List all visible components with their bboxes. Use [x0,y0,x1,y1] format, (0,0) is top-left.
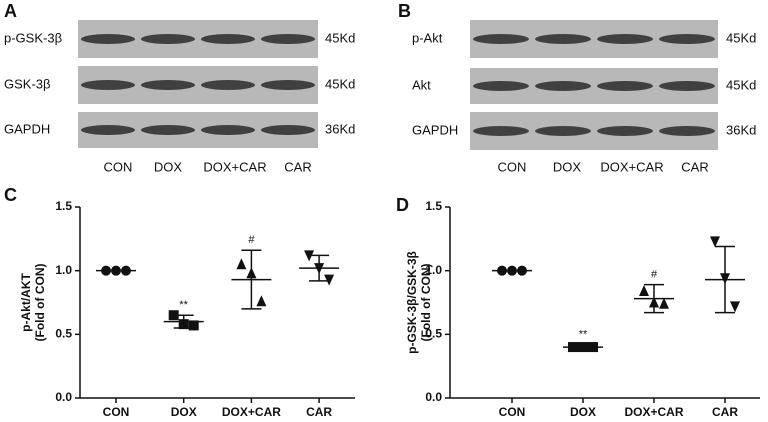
data-point [304,250,315,262]
y-axis-label-line: (Fold of CON) [419,264,433,342]
blot-size-label: 45Kd [726,30,756,45]
blot-band [81,80,135,90]
data-point [188,320,199,331]
data-point [236,258,247,270]
y-tick-label: 1.5 [55,199,72,213]
panel-letter: D [396,195,409,215]
x-tick-label: DOX+CAR [222,405,281,419]
lane-label: DOX [553,159,582,174]
blot-size-label: 45Kd [325,30,355,45]
x-tick-label: CAR [712,405,738,419]
significance-label: # [248,234,255,246]
y-axis-label-line: (Fold of CON) [33,264,47,342]
significance-label: # [651,269,658,281]
blot-size-label: 45Kd [325,76,355,91]
x-tick-label: CON [103,405,130,419]
y-tick-label: 0.5 [425,327,442,341]
blot-size-label: 36Kd [325,121,355,136]
x-tick-label: CON [499,405,526,419]
blot-size-label: 36Kd [726,122,756,137]
blot-band [473,126,529,136]
x-tick-label: DOX [570,405,596,419]
blot-band [597,126,653,136]
blot-band [261,125,315,135]
data-point [256,295,267,307]
lane-label: CAR [681,159,708,174]
data-point [497,265,507,276]
blot-band [659,34,715,44]
significance-label: ** [579,328,588,340]
data-point [246,267,257,279]
blot-band [659,126,715,136]
blot-band [81,34,135,44]
blot-band [535,34,591,44]
lane-label: DOX+CAR [600,159,663,174]
blot-band [201,80,255,90]
data-point [649,296,659,308]
data-point [578,342,588,353]
panel-letter: A [4,1,17,21]
y-tick-label: 1.0 [55,263,72,277]
x-tick-label: CAR [306,405,332,419]
x-tick-label: DOX+CAR [624,405,683,419]
blot-row-label: p-GSK-3β [4,30,62,45]
lane-label: CON [104,159,133,174]
blot-band [141,80,195,90]
blot-band [473,81,529,91]
data-point [710,236,720,248]
y-tick-label: 1.0 [425,263,442,277]
lane-label: CAR [284,159,311,174]
blot-band [535,81,591,91]
blot-band [473,34,529,44]
blot-row-label: GAPDH [4,121,50,136]
y-axis-label-line: p-GSK-3β/GSK-3β [405,251,419,354]
y-axis-label: p-GSK-3β/GSK-3β(Fold of CON) [405,251,433,354]
blot-band [535,126,591,136]
blot-band [81,125,135,135]
data-point [659,297,669,309]
blot-band [201,125,255,135]
blot-band [261,80,315,90]
lane-label: DOX+CAR [203,159,266,174]
y-tick-label: 0.0 [425,390,442,404]
data-point [517,265,527,276]
blot-row-label: Akt [412,77,431,92]
data-point [730,301,740,313]
data-point [314,263,325,275]
data-point [178,319,189,330]
data-point [121,265,131,276]
blot-size-label: 45Kd [726,77,756,92]
data-point [568,342,578,353]
panel-letter: C [4,185,17,205]
data-point [639,285,649,297]
data-point [111,265,121,276]
blot-band [597,81,653,91]
blot-band [201,34,255,44]
blot-row-label: GAPDH [412,122,458,137]
panel-letter: B [398,1,411,21]
blot-row-label: p-Akt [412,30,443,45]
data-point [101,265,111,276]
data-point [720,273,730,285]
significance-label: ** [179,299,188,311]
y-axis-label: p-Akt/AKT(Fold of CON) [19,264,47,342]
data-point [168,310,179,321]
y-tick-label: 0.0 [55,390,72,404]
blot-band [659,81,715,91]
y-tick-label: 1.5 [425,199,442,213]
blot-row-label: GSK-3β [4,76,51,91]
blot-band [141,125,195,135]
y-tick-label: 0.5 [55,327,72,341]
lane-label: DOX [154,159,183,174]
data-point [324,274,335,286]
blot-band [141,34,195,44]
lane-label: CON [498,159,527,174]
data-point [588,342,598,353]
blot-band [597,34,653,44]
x-tick-label: DOX [171,405,197,419]
blot-band [261,34,315,44]
y-axis-label-line: p-Akt/AKT [19,273,33,332]
data-point [507,265,517,276]
